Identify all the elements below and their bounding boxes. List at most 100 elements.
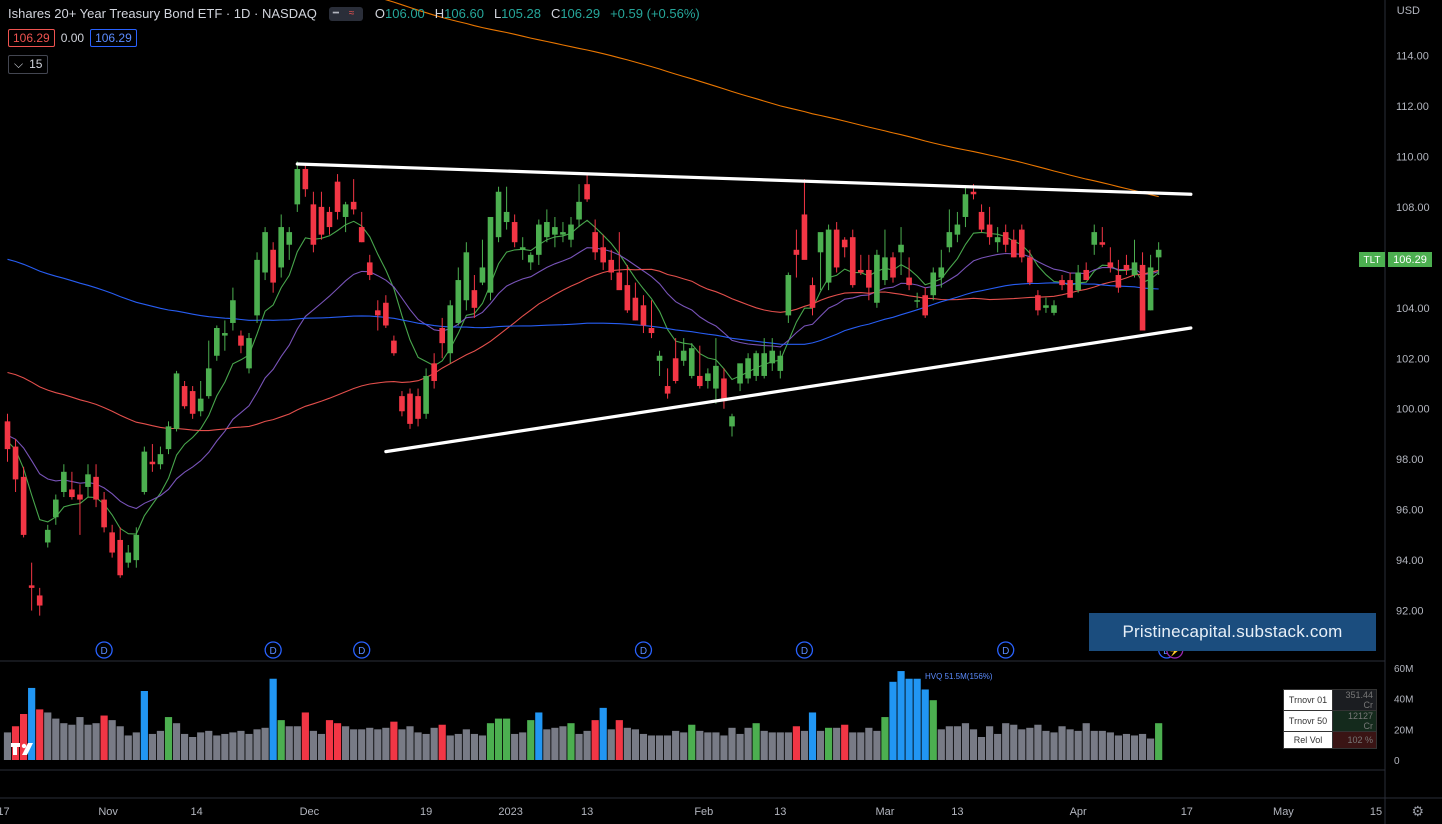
candle-body — [326, 211, 333, 228]
volume-bar — [1074, 730, 1082, 760]
candle-body — [970, 191, 977, 195]
candle-body — [157, 454, 164, 465]
volume-bar — [189, 737, 197, 760]
candle-body — [85, 474, 91, 487]
ask-price-button[interactable]: 106.29 — [90, 29, 137, 47]
volume-bar — [607, 729, 615, 760]
volume-bar — [994, 733, 1002, 760]
volume-bar — [213, 735, 221, 760]
volume-bar — [301, 712, 309, 760]
volume-bar — [1034, 724, 1042, 760]
candle-body — [383, 302, 389, 326]
candle-body — [713, 365, 719, 389]
candle-body — [455, 280, 462, 323]
time-tick-label: 2023 — [498, 806, 522, 818]
stats-table: Trnovr 01 351.44 Cr Trnovr 50 12127 Cr Rel… — [1283, 689, 1377, 749]
price-tick-label: 110.00 — [1396, 151, 1429, 163]
time-axis[interactable]: 17 Nov 14 Dec 19 2023 13 Feb 13 Mar 13 Apr 17 May 15 — [0, 806, 1382, 818]
close-value: 106.29 — [560, 6, 601, 21]
volume-bar — [1066, 729, 1074, 760]
bid-price-button[interactable]: 106.29 — [8, 29, 55, 47]
candle-body — [61, 471, 67, 492]
volume-bar — [1042, 730, 1050, 760]
candle-body — [994, 237, 1001, 243]
volume-bar — [736, 733, 744, 760]
candle-body — [986, 224, 993, 238]
volume-bar — [792, 726, 800, 760]
time-tick-label: Mar — [875, 806, 894, 818]
volume-bar — [905, 678, 913, 760]
event-marker-label: D — [640, 646, 647, 657]
currency-selector[interactable]: USD — [1396, 5, 1420, 17]
volume-bar — [20, 714, 28, 760]
tradingview-logo-icon[interactable] — [10, 741, 40, 757]
candle-body — [801, 214, 808, 260]
volume-bar — [921, 689, 929, 760]
candle-body — [149, 461, 156, 465]
volume-bar — [132, 732, 140, 760]
volume-bar — [712, 732, 720, 760]
candle-body — [350, 201, 357, 210]
volume-bar — [768, 732, 776, 760]
volume-bar — [1147, 738, 1155, 760]
volume-bar — [1114, 735, 1122, 760]
event-marker-label: D — [801, 646, 808, 657]
volume-bar — [688, 724, 696, 760]
time-tick-label: 19 — [420, 806, 432, 818]
gear-icon[interactable]: ⚙ — [1411, 803, 1424, 819]
volume-bar — [1058, 726, 1066, 760]
candle-body — [640, 305, 647, 326]
watermark-banner: Pristinecapital.substack.com — [1089, 613, 1376, 651]
indicators-toggle[interactable]: ⌵ 15 — [8, 55, 49, 74]
candle-body — [729, 416, 735, 427]
open-value: 106.00 — [385, 6, 425, 21]
candle-body — [761, 353, 767, 376]
candle-body — [608, 259, 615, 273]
candle-body — [423, 375, 429, 414]
candle-body — [769, 350, 776, 364]
candle-body — [238, 335, 244, 346]
symbol-title[interactable]: Ishares 20+ Year Treasury Bond ETF · 1D … — [8, 6, 317, 21]
last-price-tag: TLT 106.29 — [1359, 252, 1432, 267]
volume-bar — [44, 712, 52, 760]
volume-bar — [559, 726, 567, 760]
candle-body — [793, 249, 800, 255]
candle-body — [165, 426, 172, 450]
trendlines[interactable] — [295, 162, 1193, 454]
volume-bar — [543, 729, 551, 760]
visibility-toggle[interactable]: ━ ≈ — [328, 6, 363, 21]
candle-body — [439, 328, 445, 344]
volume-bar — [333, 723, 342, 760]
price-axis[interactable]: 92.00 94.00 96.00 98.00 100.00 102.00 104.00 10… — [1394, 51, 1430, 767]
indicators-count: 15 — [29, 57, 43, 71]
candle-body — [849, 237, 856, 286]
volume-bar — [599, 707, 607, 760]
stat-label: Trnovr 50 — [1283, 710, 1333, 732]
price-tick-label: 112.00 — [1396, 101, 1429, 113]
candle-body — [544, 222, 550, 238]
moving-averages — [7, 0, 1160, 535]
candle-body — [680, 350, 687, 361]
candle-body — [503, 211, 510, 223]
dividend-marker — [795, 641, 814, 659]
volume-bar — [108, 720, 116, 760]
volume-bars — [3, 671, 1163, 760]
moving-average-line — [7, 268, 1159, 432]
volume-bar — [454, 733, 462, 760]
volume-bar — [873, 730, 881, 760]
candle-body — [737, 363, 743, 384]
volume-bar — [503, 718, 511, 760]
volume-bar — [857, 732, 865, 760]
candle-body — [688, 348, 695, 376]
volume-bar — [816, 730, 825, 760]
candle-body — [1010, 239, 1017, 258]
event-markers[interactable]: DDDDDDD⚡ — [95, 641, 1184, 659]
candlesticks[interactable] — [4, 161, 1162, 616]
volume-bar — [172, 723, 181, 760]
candle-body — [286, 232, 293, 245]
candle-body — [1107, 262, 1114, 268]
volume-bar — [664, 735, 672, 760]
candle-body — [375, 310, 381, 316]
candle-body — [270, 249, 276, 283]
